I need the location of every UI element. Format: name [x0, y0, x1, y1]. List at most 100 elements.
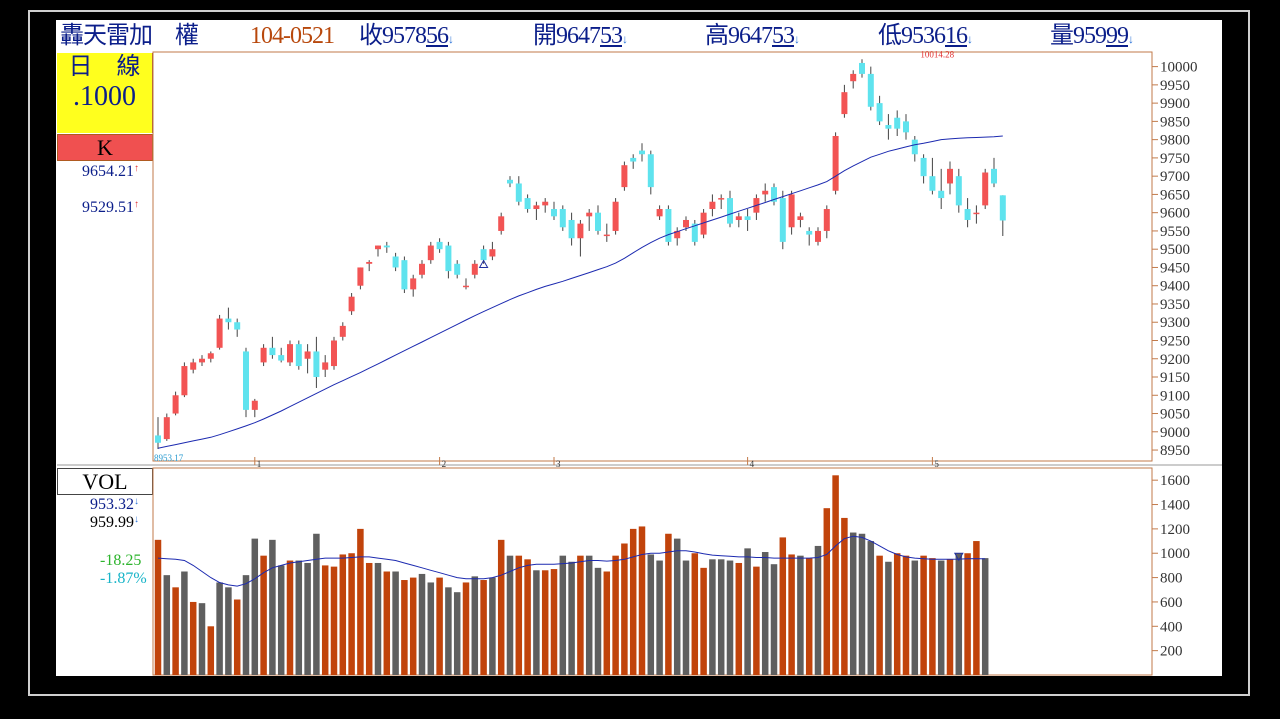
candle-body	[823, 209, 830, 231]
candle-body	[190, 362, 197, 370]
volume-bar	[841, 517, 848, 675]
month-marker-label: 1	[257, 459, 262, 469]
volume-bar	[515, 555, 523, 675]
candle-body	[876, 103, 883, 122]
candle-body	[419, 263, 425, 275]
candle-body	[559, 209, 566, 228]
volume-bar	[937, 560, 945, 675]
candle-body	[727, 198, 733, 224]
volume-bar	[497, 539, 505, 675]
candle-body	[181, 366, 188, 396]
candle-body	[568, 219, 575, 239]
price-tick-label: 9550	[1160, 224, 1190, 240]
volume-bar	[603, 571, 611, 675]
candle-body	[947, 168, 953, 184]
volume-bar	[321, 565, 329, 675]
candle-body	[251, 400, 258, 410]
price-tick-label: 9900	[1160, 96, 1190, 112]
change-percent: -1.87%	[100, 570, 147, 587]
up-arrow-icon: ↑	[134, 163, 139, 174]
volume-bar	[858, 533, 866, 675]
candle-body	[621, 165, 628, 188]
volume-bar	[621, 543, 628, 675]
volume-bar	[559, 555, 567, 675]
price-tick-label: 9450	[1160, 260, 1190, 276]
candle-body	[295, 344, 302, 367]
k-label: K	[57, 134, 153, 161]
volume-bar	[383, 571, 391, 675]
volume-bar	[849, 532, 857, 675]
candle-body	[867, 73, 874, 107]
candle-body	[630, 157, 637, 162]
down-arrow-icon: ↓	[1128, 32, 1134, 46]
volume-bar	[568, 561, 575, 675]
candle-body	[260, 347, 267, 363]
volume-tick-label: 1000	[1160, 546, 1190, 562]
volume-bar	[867, 541, 875, 675]
price-tick-label: 9050	[1160, 407, 1190, 423]
candle-body	[832, 135, 839, 191]
volume-bar	[691, 553, 699, 675]
volume-bar	[726, 560, 734, 675]
candle-body	[427, 245, 434, 261]
candle-body	[709, 201, 716, 210]
candle-body	[401, 260, 408, 290]
unit-label: .1000	[73, 81, 136, 112]
candle-body	[938, 190, 945, 199]
candle-body	[788, 194, 795, 228]
volume-bar	[471, 576, 479, 675]
candle-body	[243, 351, 249, 410]
candle-body	[331, 340, 337, 367]
volume-bar	[665, 533, 672, 675]
candle-body	[639, 150, 645, 155]
price-plot-area	[152, 51, 1153, 462]
volume-bar	[251, 538, 259, 675]
volume-bar	[911, 560, 919, 675]
close-quote: 收957856↓	[359, 23, 454, 49]
candle-body	[612, 201, 619, 231]
change-value: -18.25	[100, 552, 142, 569]
volume-bar	[357, 528, 364, 675]
down-arrow-icon: ↓	[794, 32, 800, 46]
candle-body	[779, 198, 786, 242]
volume-bar	[163, 575, 171, 675]
volume-bar	[453, 592, 461, 675]
volume-bar	[295, 560, 303, 675]
down-arrow-icon: ↓	[967, 32, 973, 46]
vol-ma-long: 959.99↓	[90, 514, 139, 531]
volume-tick-label: 1200	[1160, 522, 1190, 538]
volume-bar	[770, 564, 778, 675]
candle-body	[357, 267, 364, 286]
volume-bar	[330, 566, 338, 675]
down-arrow-icon: ↓	[134, 496, 139, 507]
price-tick-label: 9600	[1160, 206, 1190, 222]
volume-bar	[682, 560, 690, 675]
candle-body	[595, 212, 601, 231]
candle-body	[313, 351, 320, 378]
price-tick-label: 9800	[1160, 133, 1190, 149]
volume-bar	[392, 571, 399, 675]
period-box: 日 線 .1000	[57, 53, 153, 133]
volume-bar	[955, 553, 963, 675]
volume-ma-line	[157, 535, 986, 587]
price-tick-label: 9500	[1160, 242, 1190, 258]
price-tick-label: 9350	[1160, 297, 1190, 313]
volume-bar	[823, 508, 831, 675]
down-arrow-icon: ↓	[622, 32, 628, 46]
volume-bar	[700, 567, 707, 675]
candle-body	[964, 209, 971, 220]
price-tick-label: 9700	[1160, 169, 1190, 185]
volume-bar	[612, 555, 619, 675]
candle-body	[366, 261, 373, 264]
candle-body	[911, 139, 918, 155]
candle-body	[691, 223, 698, 242]
volume-bar	[735, 562, 743, 675]
volume-bar	[673, 538, 681, 675]
volume-bar	[207, 626, 215, 675]
price-tick-label: 9750	[1160, 151, 1190, 167]
candle-body	[586, 212, 593, 217]
volume-tick-label: 800	[1160, 571, 1183, 587]
candle-body	[463, 285, 469, 288]
vol-ma-short: 953.32↓	[90, 496, 139, 513]
candle-body	[683, 219, 689, 228]
